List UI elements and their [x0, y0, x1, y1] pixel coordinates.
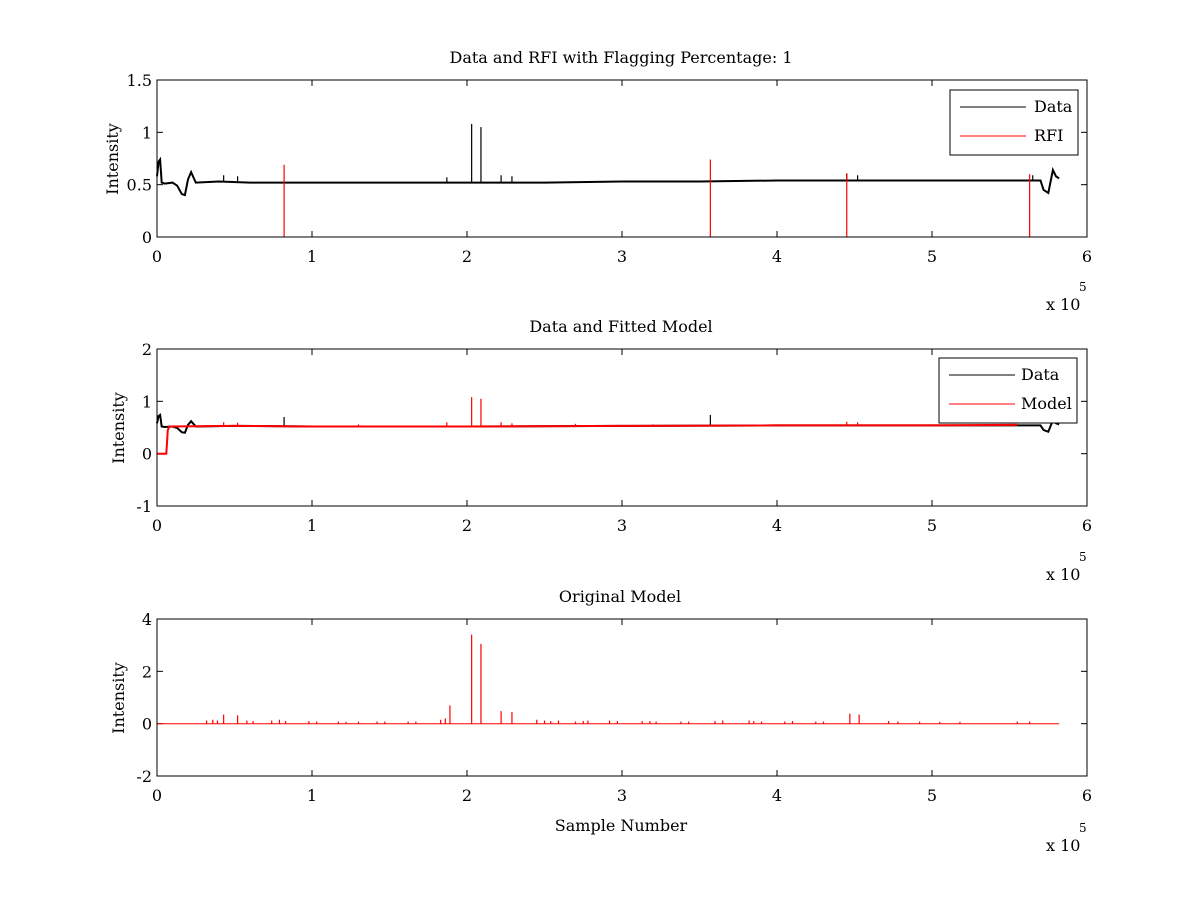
subplot-3-title: Original Model: [559, 587, 681, 606]
subplot-1-xtick-label: 5: [927, 247, 937, 266]
subplot-2-xtick-label: 5: [927, 516, 937, 535]
subplot-2-series-model-line: [157, 423, 1018, 455]
subplot-1-ytick-label: 0: [142, 228, 152, 247]
subplot-3-xtick-label: 4: [772, 786, 782, 805]
subplot-2-xtick-label: 4: [772, 516, 782, 535]
subplot-2-ytick-label: 0: [142, 445, 152, 464]
subplot-2-axes-box: [156, 348, 1088, 507]
subplot-2-legend-box: [938, 357, 1078, 424]
subplot-3-ytick-label: 0: [142, 715, 152, 734]
subplot-1-xtick-label: 2: [462, 247, 472, 266]
subplot-3-ylabel: Intensity: [109, 662, 128, 734]
subplot-3-x-exponent: 5: [1079, 821, 1087, 835]
subplot-1-xtick-label: 0: [152, 247, 162, 266]
subplot-1-legend-box: [949, 89, 1079, 156]
subplot-3-xtick-label: 5: [927, 786, 937, 805]
subplot-1-x-exponent: 5: [1079, 280, 1087, 294]
subplot-1-xtick-label: 1: [307, 247, 317, 266]
subplot-1-xtick-label: 4: [772, 247, 782, 266]
subplot-1-x-multiplier: x 10: [1046, 295, 1080, 314]
subplot-3-xtick-label: 3: [617, 786, 627, 805]
subplot-2-xtick-label: 2: [462, 516, 472, 535]
subplot-2-legend-label-model: Model: [1021, 394, 1072, 413]
subplot-2-xtick-label: 0: [152, 516, 162, 535]
subplot-1-ytick-label: 1: [142, 123, 152, 142]
subplot-1-title: Data and RFI with Flagging Percentage: 1: [449, 48, 792, 67]
subplot-1-legend-label-data: Data: [1034, 97, 1073, 116]
subplot-1-legend-label-rfi: RFI: [1034, 126, 1063, 145]
subplot-2-xtick-label: 1: [307, 516, 317, 535]
subplot-1-xtick-label: 6: [1082, 247, 1092, 266]
subplot-2-ytick-label: 1: [142, 392, 152, 411]
subplot-2-title: Data and Fitted Model: [529, 317, 712, 336]
subplot-3-xtick-label: 1: [307, 786, 317, 805]
subplot-2-ylabel: Intensity: [109, 392, 128, 464]
subplot-1-ylabel: Intensity: [103, 123, 122, 195]
subplot-2-legend: Data Model: [938, 357, 1078, 424]
subplot-2-xtick-label: 6: [1082, 516, 1092, 535]
subplot-2-x-exponent: 5: [1079, 550, 1087, 564]
subplot-1-ytick-label: 0.5: [127, 176, 152, 195]
subplot-1-xtick-label: 3: [617, 247, 627, 266]
subplot-3-ytick-label: 4: [142, 610, 152, 629]
subplot-3-x-multiplier: x 10: [1046, 836, 1080, 855]
subplot-1-legend: Data RFI: [949, 89, 1079, 156]
subplot-2-xtick-label: 3: [617, 516, 627, 535]
subplot-1-axes-box: [156, 79, 1088, 238]
subplot-3-ytick-label: -2: [136, 767, 152, 786]
subplot-2-legend-label-data: Data: [1021, 365, 1060, 384]
subplot-1-series-data-line: [156, 156, 1060, 197]
subplot-3-xtick-label: 2: [462, 786, 472, 805]
subplot-2: Data and Fitted Model Intensity 0 1 2 3 4 5 6 -…: [109, 317, 1092, 584]
subplot-3-xtick-label: 6: [1082, 786, 1092, 805]
subplot-2-ytick-label: -1: [136, 497, 152, 516]
subplot-3-ytick-label: 2: [142, 662, 152, 681]
subplot-3-xtick-label: 0: [152, 786, 162, 805]
subplot-1: Data and RFI with Flagging Percentage: 1…: [103, 48, 1092, 314]
subplot-3-axes-box: [156, 618, 1088, 777]
subplot-2-ytick-label: 2: [142, 340, 152, 359]
subplot-2-x-multiplier: x 10: [1046, 565, 1080, 584]
subplot-3-xlabel: Sample Number: [555, 816, 688, 835]
subplot-1-ytick-label: 1.5: [127, 71, 152, 90]
